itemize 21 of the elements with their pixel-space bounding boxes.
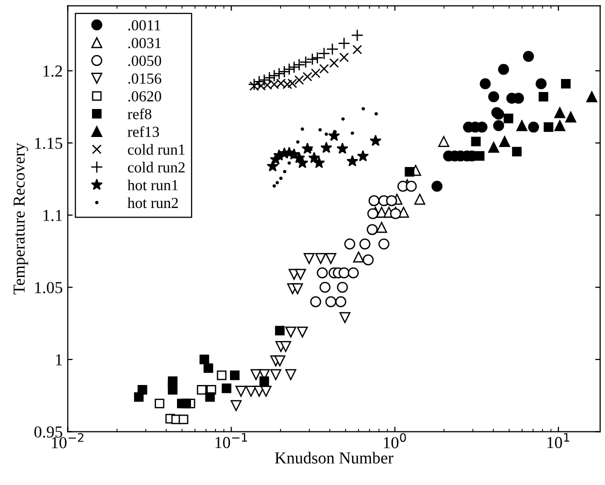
legend-label: ref8: [128, 108, 152, 120]
y-tick-label: 1: [56, 354, 62, 366]
legend-label: .0050: [128, 56, 162, 66]
legend-label: .0620: [128, 91, 162, 102]
legend-label: hot run2: [127, 197, 178, 208]
y-tick-label: 1.05: [35, 282, 62, 294]
x-tick-label: 10$^{1}$: [547, 433, 570, 448]
legend-label: .0156: [128, 73, 162, 84]
legend-label: cold run1: [128, 144, 185, 155]
x-tick-label: 10$^{0}$: [384, 433, 406, 448]
legend-label: hot run1: [127, 180, 178, 190]
y-tick-label: 1.1: [44, 210, 62, 222]
legend-label: ref13: [128, 126, 159, 138]
y-tick-label: 1.15: [35, 138, 62, 149]
legend-label: .0031: [128, 38, 161, 48]
y-tick-label: 1.2: [44, 66, 62, 77]
y-axis-title: Temperature Recovery: [14, 142, 28, 294]
legend-label: cold run2: [128, 162, 185, 173]
x-axis-title: Knudson Number: [274, 452, 394, 464]
x-tick-label: 10$^{−1}$: [216, 433, 248, 448]
legend-label: .0011: [128, 20, 160, 30]
